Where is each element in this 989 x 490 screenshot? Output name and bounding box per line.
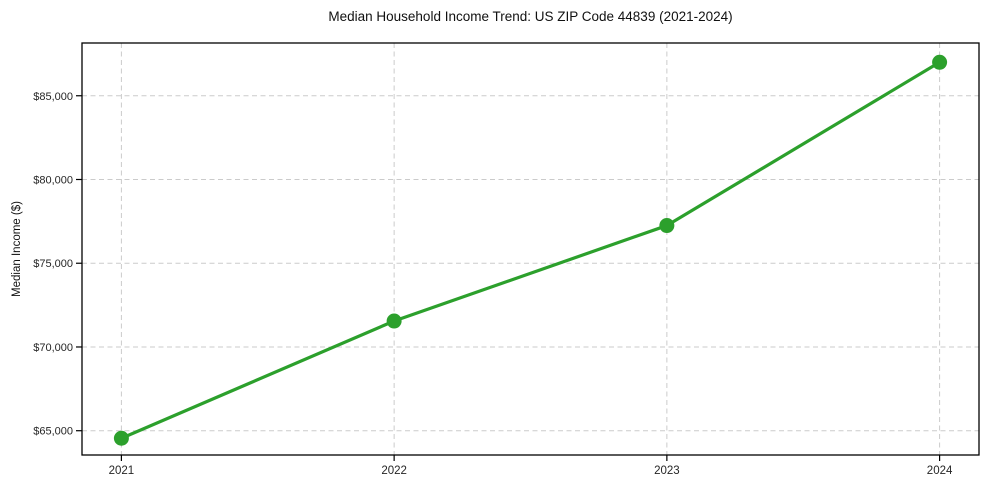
y-tick-label: $70,000 bbox=[33, 342, 73, 354]
data-point-2024 bbox=[932, 54, 948, 70]
y-tick-label: $80,000 bbox=[33, 174, 73, 186]
y-tick-label: $75,000 bbox=[33, 258, 73, 270]
y-tick-label: $65,000 bbox=[33, 426, 73, 438]
chart-title: Median Household Income Trend: US ZIP Co… bbox=[328, 9, 733, 24]
plot-border bbox=[81, 42, 980, 456]
x-tick-label: 2022 bbox=[381, 465, 407, 477]
data-point-2021 bbox=[113, 430, 129, 446]
x-tick-label: 2023 bbox=[654, 465, 680, 477]
data-point-2023 bbox=[659, 218, 675, 234]
trend-line bbox=[119, 60, 942, 440]
y-tick-label: $85,000 bbox=[33, 91, 73, 103]
data-point-2022 bbox=[386, 313, 402, 329]
x-tick-label: 2024 bbox=[927, 465, 953, 477]
x-tick-label: 2021 bbox=[109, 465, 135, 477]
